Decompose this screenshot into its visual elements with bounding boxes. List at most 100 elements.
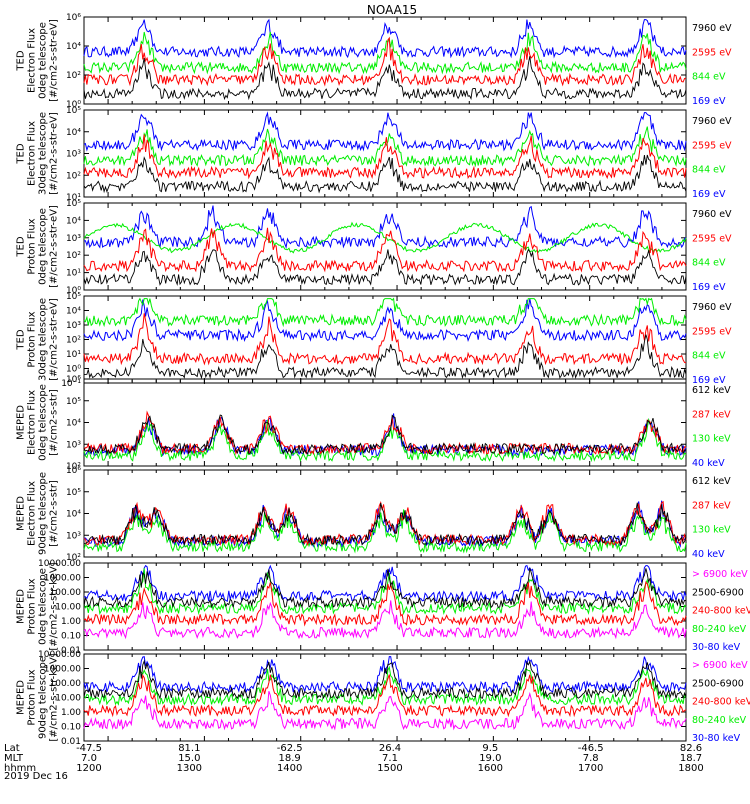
legend-entry: 130 keV <box>692 434 731 445</box>
y-tick-label: 10⁴ <box>66 307 81 317</box>
y-tick-label: 1.00 <box>61 708 81 718</box>
legend-entry: 80-240 keV <box>692 624 747 635</box>
series-red-trace <box>84 38 686 85</box>
y-tick-label: 10⁵ <box>66 397 81 407</box>
y-axis-label-line: [#/cm2-s-str-eV] <box>49 205 60 288</box>
y-axis-label-line: TED <box>16 329 27 350</box>
legend-entry: 240-800 keV <box>692 606 750 617</box>
y-axis-label: MEPEDProton Flux0deg telescope[#/cm2-s-s… <box>16 562 60 650</box>
series-black-trace <box>84 503 686 545</box>
y-tick-label: 10² <box>66 171 81 181</box>
series-black-trace <box>84 56 686 99</box>
panel-8: 0.010.101.0010.00100.001000.0010000.00ME… <box>16 650 750 747</box>
y-axis-label-line: MEPED <box>16 496 27 531</box>
y-tick-label: 0.10 <box>61 723 81 733</box>
legend-entry: 2500-6900 <box>692 678 744 689</box>
y-tick-label: 10³ <box>66 321 81 331</box>
y-tick-label: 10⁰ <box>66 365 81 375</box>
y-axis-label-line: Proton Flux <box>27 578 38 634</box>
footer-value: 1200 <box>76 763 101 774</box>
legend-entry: > 6900 keV <box>692 660 748 671</box>
y-axis-label-line: [#/cm2-s-str] <box>49 480 60 547</box>
y-axis-label-line: 30deg telescope <box>38 112 49 195</box>
y-axis-label: TEDProton Flux0deg telescope[#/cm2-s-str… <box>16 205 60 288</box>
legend-entry: 612 keV <box>692 476 731 487</box>
y-tick-label: 10² <box>66 336 81 346</box>
y-axis-label: MEPEDElectron Flux0deg telescope[#/cm2-s… <box>16 384 60 461</box>
legend-entry: 2595 eV <box>692 47 732 58</box>
y-tick-label: 10000.00 <box>38 559 81 569</box>
y-tick-label: 0.10 <box>61 632 81 642</box>
series-black-trace <box>84 335 686 378</box>
y-tick-label: 10⁴ <box>66 216 81 226</box>
legend-entry: 844 eV <box>692 165 726 176</box>
y-tick-label: 10⁴ <box>66 419 81 429</box>
y-axis-label: TEDProton Flux30deg telescope[#/cm2-s-st… <box>16 298 60 381</box>
footer-value: 1300 <box>177 763 202 774</box>
y-tick-label: 10⁵ <box>66 488 81 498</box>
y-tick-label: 10⁴ <box>66 42 81 52</box>
y-axis-label-line: [#/cm2-s-str] <box>49 389 60 456</box>
y-tick-label: 10⁴ <box>66 510 81 520</box>
y-axis-label-line: 90deg telescope <box>38 472 49 555</box>
y-tick-label: 10³ <box>66 440 81 450</box>
y-tick-label: 10⁶ <box>66 375 81 385</box>
legend-entry: 844 eV <box>692 258 726 269</box>
y-axis-label-line: Electron Flux <box>27 481 38 546</box>
legend-entry: 240-800 keV <box>692 697 750 708</box>
y-axis-label-line: Electron Flux <box>27 28 38 93</box>
legend-entry: 612 keV <box>692 385 731 396</box>
series-green-trace <box>84 568 686 613</box>
y-tick-label: 10⁴ <box>66 128 81 138</box>
y-tick-label: 10⁵ <box>66 106 81 116</box>
legend-entry: 30-80 keV <box>692 642 741 653</box>
legend-entry: 40 keV <box>692 458 725 469</box>
date-label: 2019 Dec 16 <box>4 771 68 782</box>
y-axis-label-line: TED <box>16 236 27 257</box>
footer-value: 1400 <box>277 763 302 774</box>
y-axis-label-line: 0deg telescope <box>38 208 49 285</box>
footer-value: 1500 <box>377 763 402 774</box>
legend-entry: 7960 eV <box>692 209 732 220</box>
y-axis-label-line: [#/cm2-s-str-keV] <box>49 562 60 650</box>
y-tick-label: 10³ <box>66 150 81 160</box>
y-tick-label: 10⁶ <box>66 13 81 23</box>
y-axis-label-line: 30deg telescope <box>38 298 49 381</box>
chart-title: NOAA15 <box>367 3 417 17</box>
y-axis-label-line: [#/cm2-s-str-keV] <box>49 653 60 741</box>
legend-entry: 7960 eV <box>692 302 732 313</box>
y-tick-label: 10¹ <box>66 350 81 360</box>
series-red-trace <box>84 412 686 454</box>
footer-axis: LatMLThhmm-47.57.0120081.115.01300-62.51… <box>4 743 704 774</box>
y-axis-label-line: 0deg telescope <box>38 384 49 461</box>
y-axis-label-line: 90deg telescope <box>38 656 49 739</box>
panel-7: 0.010.101.0010.00100.001000.0010000.00ME… <box>16 559 750 656</box>
y-tick-label: 10⁵ <box>66 292 81 302</box>
y-axis-label-line: [#/cm2-s-str-eV] <box>49 298 60 381</box>
legend-entry: 80-240 keV <box>692 715 747 726</box>
y-tick-label: 10⁶ <box>66 466 81 476</box>
legend-entry: 169 eV <box>692 96 726 107</box>
y-axis-label: MEPEDProton Flux90deg telescope[#/cm2-s-… <box>16 653 60 741</box>
legend-entry: 7960 eV <box>692 116 732 127</box>
series-black-trace <box>84 661 686 698</box>
y-axis-label-line: MEPED <box>16 680 27 715</box>
y-tick-label: 10³ <box>66 234 81 244</box>
y-axis-label-line: [#/cm2-s-str-eV] <box>49 19 60 102</box>
series-black-trace <box>84 568 686 607</box>
y-axis-label: MEPEDElectron Flux90deg telescope[#/cm2-… <box>16 472 60 555</box>
y-axis-label-line: MEPED <box>16 589 27 624</box>
legend-entry: 2595 eV <box>692 140 732 151</box>
legend-entry: 2595 eV <box>692 326 732 337</box>
legend-entry: 844 eV <box>692 72 726 83</box>
y-axis-label: TEDElectron Flux0deg telescope[#/cm2-s-s… <box>16 19 60 102</box>
y-tick-label: 10¹ <box>66 269 81 279</box>
series-red-trace <box>84 228 686 271</box>
legend-entry: 40 keV <box>692 549 725 560</box>
series-black-trace <box>84 415 686 454</box>
